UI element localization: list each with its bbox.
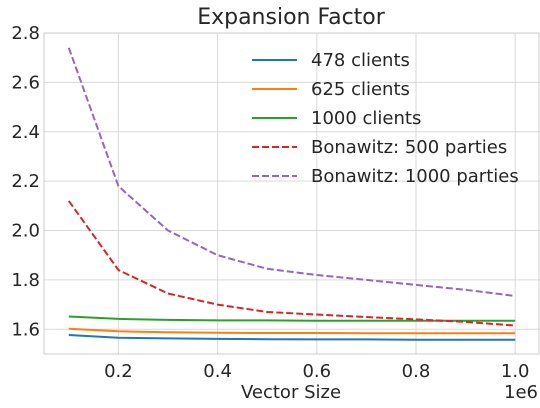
plot-frame bbox=[43, 32, 540, 355]
x-tick-label: 0.6 bbox=[302, 361, 331, 382]
series-line-1 bbox=[68, 334, 516, 341]
series-line-4 bbox=[67, 200, 516, 327]
legend-entry: Bonawitz: 500 parties bbox=[311, 137, 507, 158]
x-tick-label: 0.8 bbox=[402, 361, 431, 382]
legend-entry: 625 clients bbox=[311, 79, 410, 100]
legend-entry: 1000 clients bbox=[311, 108, 421, 129]
y-tick-label: 2.6 bbox=[11, 72, 40, 93]
legend-entry: 478 clients bbox=[311, 50, 410, 71]
x-axis-ticks: 0.2 0.4 0.6 0.8 1.0 bbox=[104, 361, 529, 382]
y-tick-label: 1.8 bbox=[11, 270, 40, 291]
series-lines bbox=[67, 47, 516, 341]
y-tick-label: 2.4 bbox=[11, 122, 40, 143]
y-axis-ticks: 1.6 1.8 2.0 2.2 2.4 2.6 2.8 bbox=[11, 23, 40, 340]
x-tick-label: 0.2 bbox=[104, 361, 133, 382]
y-tick-label: 1.6 bbox=[11, 319, 40, 340]
x-axis-label: Vector Size bbox=[241, 382, 341, 403]
legend: 478 clients 625 clients 1000 clients Bonawi… bbox=[252, 50, 519, 187]
y-tick-label: 2.0 bbox=[11, 221, 40, 242]
y-tick-label: 2.8 bbox=[11, 23, 40, 44]
x-axis-offset-label: 1e6 bbox=[504, 382, 538, 403]
y-tick-label: 2.2 bbox=[11, 171, 40, 192]
x-tick-label: 0.4 bbox=[203, 361, 232, 382]
x-tick-label: 1.0 bbox=[501, 361, 530, 382]
grid bbox=[44, 32, 540, 354]
series-line-2 bbox=[68, 327, 516, 335]
series-line-5 bbox=[67, 47, 516, 297]
chart-title: Expansion Factor bbox=[197, 5, 386, 30]
legend-entry: Bonawitz: 1000 parties bbox=[311, 166, 519, 187]
